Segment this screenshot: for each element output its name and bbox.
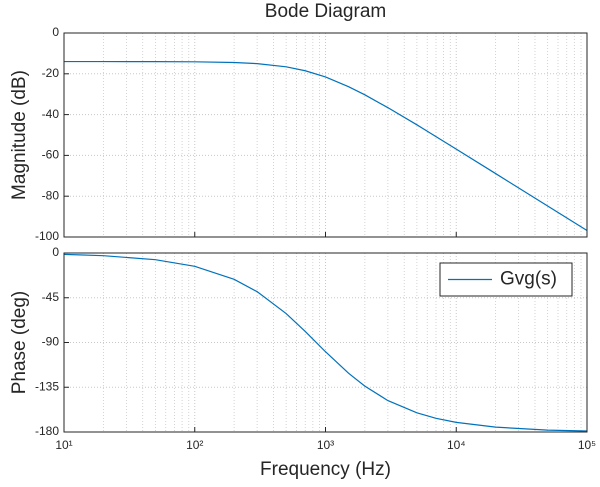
y-tick-label: -80 (42, 188, 60, 202)
y-tick-label: -20 (42, 66, 60, 80)
y-tick-label: 0 (52, 25, 59, 39)
line (63, 253, 588, 432)
y-axis-label: Phase (deg) (9, 291, 30, 395)
y-tick-label: -45 (42, 290, 60, 304)
x-tick-label: 10³ (317, 438, 334, 452)
y-tick-label: -100 (35, 229, 59, 243)
x-tick-label: 10¹ (55, 438, 72, 452)
chart-title: Bode Diagram (265, 1, 386, 22)
y-tick-label: 0 (52, 245, 59, 259)
axes-box (63, 252, 588, 433)
x-tick-label: 10⁵ (578, 438, 596, 452)
y-tick-label: -135 (35, 379, 59, 393)
y-tick-label: -90 (42, 335, 60, 349)
y-tick-label: -180 (35, 424, 59, 438)
line (64, 60, 588, 231)
x-tick-label: 10² (186, 438, 203, 452)
x-axis-label: Frequency (Hz) (260, 459, 391, 480)
y-tick-label: -40 (42, 107, 60, 121)
legend-label: Gvg(s) (500, 269, 557, 290)
y-tick-label: -60 (42, 148, 60, 162)
y-axis-label: Magnitude (dB) (9, 70, 30, 200)
x-tick-label: 10⁴ (447, 438, 466, 452)
axes-box (63, 32, 588, 238)
